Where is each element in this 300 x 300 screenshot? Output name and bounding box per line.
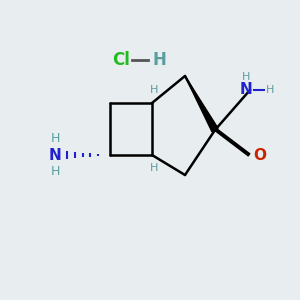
Text: O: O: [253, 148, 266, 163]
Text: Cl: Cl: [112, 51, 130, 69]
Polygon shape: [185, 76, 218, 132]
Text: H: H: [150, 85, 158, 95]
Text: H: H: [152, 51, 166, 69]
Text: H: H: [50, 165, 60, 178]
Text: N: N: [240, 82, 252, 98]
Text: H: H: [266, 85, 275, 95]
Text: H: H: [242, 72, 250, 82]
Text: N: N: [49, 148, 62, 163]
Text: H: H: [150, 163, 158, 173]
Text: H: H: [50, 132, 60, 145]
